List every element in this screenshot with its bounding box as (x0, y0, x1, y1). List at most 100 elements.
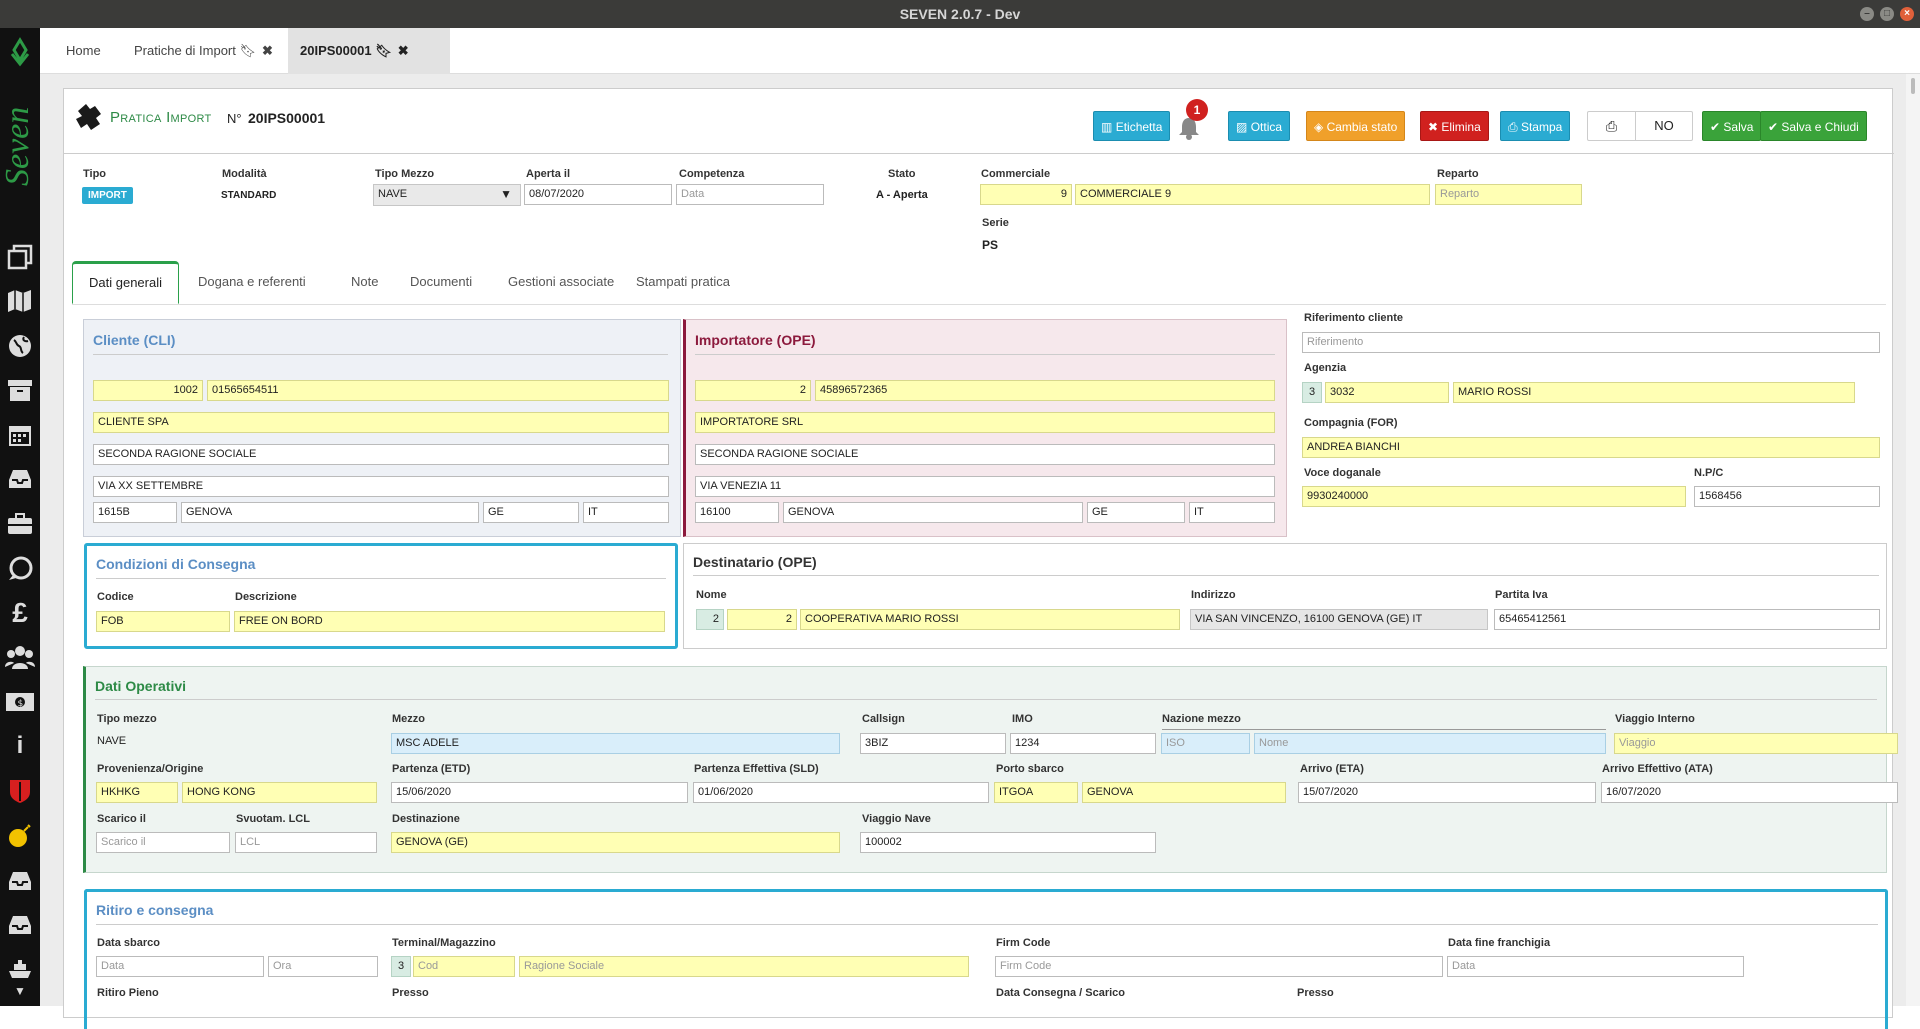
importatore-code[interactable]: 2 (695, 380, 811, 401)
pound-icon[interactable]: £ (12, 597, 28, 628)
lcl-input[interactable]: LCL (235, 832, 377, 853)
agenzia-n[interactable]: 3 (1302, 382, 1322, 403)
calendar-icon[interactable] (5, 420, 35, 450)
tray2-icon[interactable] (5, 910, 35, 940)
ata-input[interactable]: 16/07/2020 (1601, 782, 1898, 803)
condizioni-codice[interactable]: FOB (96, 611, 230, 632)
tab-gestioni-associate[interactable]: Gestioni associate (492, 261, 630, 303)
callsign-input[interactable]: 3BIZ (860, 733, 1006, 754)
close-window-icon[interactable]: × (1900, 7, 1914, 21)
ottica-button[interactable]: ▨ Ottica (1228, 111, 1291, 141)
destinatario-name[interactable]: COOPERATIVA MARIO ROSSI (800, 609, 1180, 630)
ship-icon[interactable] (5, 954, 35, 984)
aperta-input[interactable]: 08/07/2020 (524, 184, 672, 205)
vertical-scrollbar[interactable] (1906, 74, 1920, 1006)
eta-input[interactable]: 15/07/2020 (1298, 782, 1596, 803)
destinatario-n[interactable]: 2 (696, 609, 724, 630)
porto-name[interactable]: GENOVA (1082, 782, 1286, 803)
etichetta-button[interactable]: ▥ Etichetta (1093, 111, 1171, 141)
importatore-name[interactable]: IMPORTATORE SRL (695, 412, 1275, 433)
bomb-icon[interactable] (5, 821, 35, 851)
close-tab-icon[interactable]: ✖ (397, 43, 409, 58)
reparto-input[interactable]: Reparto (1435, 184, 1582, 205)
terminal-cod[interactable]: Cod (413, 956, 515, 977)
tab-home[interactable]: Home (54, 28, 113, 74)
info-icon[interactable]: i (16, 732, 24, 759)
porto-code[interactable]: ITGOA (994, 782, 1078, 803)
chat-icon[interactable] (5, 554, 35, 584)
windows-icon[interactable] (5, 242, 35, 272)
ora-sbarco-input[interactable]: Ora (268, 956, 378, 977)
tab-stampati-pratica[interactable]: Stampati pratica (620, 261, 746, 303)
bell-icon[interactable] (1176, 115, 1202, 144)
imo-input[interactable]: 1234 (1010, 733, 1156, 754)
firm-code-input[interactable]: Firm Code (995, 956, 1443, 977)
scarico-input[interactable]: Scarico il (96, 832, 230, 853)
shield-icon[interactable] (5, 776, 35, 806)
tab-dogana[interactable]: Dogana e referenti (182, 261, 322, 303)
cliente-name2[interactable]: SECONDA RAGIONE SOCIALE (93, 444, 669, 465)
nazione-nome[interactable]: Nome (1254, 733, 1606, 754)
maximize-icon[interactable]: □ (1880, 7, 1894, 21)
condizioni-descrizione[interactable]: FREE ON BORD (234, 611, 665, 632)
destinatario-piva[interactable]: 65465412561 (1494, 609, 1880, 630)
terminal-ragione[interactable]: Ragione Sociale (519, 956, 969, 977)
bookmark-icon[interactable]: 🔖︎ (375, 43, 392, 58)
tab-20ips00001[interactable]: 20IPS00001 🔖︎ ✖ (288, 28, 450, 74)
viaggio-interno-input[interactable]: Viaggio (1614, 733, 1898, 754)
elimina-button[interactable]: ✖ Elimina (1420, 111, 1489, 141)
fine-franchigia-input[interactable]: Data (1447, 956, 1744, 977)
importatore-piva[interactable]: 45896572365 (815, 380, 1275, 401)
etd-input[interactable]: 15/06/2020 (391, 782, 688, 803)
nazione-iso[interactable]: ISO (1161, 733, 1250, 754)
importatore-cap[interactable]: 16100 (695, 502, 779, 523)
commerciale-code[interactable]: 9 (980, 184, 1072, 205)
importatore-country[interactable]: IT (1189, 502, 1275, 523)
agenzia-name[interactable]: MARIO ROSSI (1453, 382, 1855, 403)
briefcase-icon[interactable] (5, 509, 35, 539)
terminal-n[interactable]: 3 (391, 956, 411, 977)
destinatario-code[interactable]: 2 (727, 609, 797, 630)
data-sbarco-input[interactable]: Data (96, 956, 264, 977)
voce-input[interactable]: 9930240000 (1302, 486, 1686, 507)
importatore-city[interactable]: GENOVA (783, 502, 1083, 523)
bookmark-icon[interactable]: 🔖︎ (239, 43, 257, 58)
cliente-name[interactable]: CLIENTE SPA (93, 412, 669, 433)
importatore-address[interactable]: VIA VENEZIA 11 (695, 476, 1275, 497)
cliente-piva[interactable]: 01565654511 (207, 380, 669, 401)
competenza-input[interactable]: Data (676, 184, 824, 205)
print-toggle[interactable]: ⎙ NO (1587, 111, 1693, 141)
npc-input[interactable]: 1568456 (1694, 486, 1880, 507)
destinatario-address[interactable]: VIA SAN VINCENZO, 16100 GENOVA (GE) IT (1190, 609, 1488, 630)
scrollbar-thumb[interactable] (1911, 78, 1915, 94)
provenienza-name[interactable]: HONG KONG (182, 782, 377, 803)
provenienza-code[interactable]: HKHKG (96, 782, 178, 803)
commerciale-name[interactable]: COMMERCIALE 9 (1075, 184, 1430, 205)
cliente-prov[interactable]: GE (483, 502, 579, 523)
money-icon[interactable]: $ (5, 687, 35, 717)
cambia-stato-button[interactable]: ◈ Cambia stato (1306, 111, 1406, 141)
inbox-icon[interactable] (5, 464, 35, 494)
cliente-code[interactable]: 1002 (93, 380, 203, 401)
cliente-country[interactable]: IT (583, 502, 669, 523)
cliente-cap[interactable]: 1615B (93, 502, 177, 523)
minimize-icon[interactable]: – (1860, 7, 1874, 21)
importatore-prov[interactable]: GE (1087, 502, 1185, 523)
rif-input[interactable]: Riferimento (1302, 332, 1880, 353)
stampa-button[interactable]: ⎙ Stampa (1500, 111, 1571, 141)
destinazione-input[interactable]: GENOVA (GE) (391, 832, 840, 853)
viaggio-nave-input[interactable]: 100002 (860, 832, 1156, 853)
cliente-city[interactable]: GENOVA (181, 502, 479, 523)
compagnia-input[interactable]: ANDREA BIANCHI (1302, 437, 1880, 458)
globe-icon[interactable] (5, 331, 35, 361)
sld-input[interactable]: 01/06/2020 (693, 782, 989, 803)
tab-dati-generali[interactable]: Dati generali (72, 261, 179, 304)
tipo-mezzo-select[interactable]: NAVE ▼ (373, 184, 521, 206)
salva-button[interactable]: ✔ Salva (1702, 111, 1762, 141)
tab-note[interactable]: Note (335, 261, 394, 303)
tab-documenti[interactable]: Documenti (394, 261, 488, 303)
archive-icon[interactable] (5, 375, 35, 405)
tab-pratiche-import[interactable]: Pratiche di Import 🔖︎ ✖ (122, 28, 285, 74)
tray-icon[interactable] (5, 866, 35, 896)
cliente-address[interactable]: VIA XX SETTEMBRE (93, 476, 669, 497)
